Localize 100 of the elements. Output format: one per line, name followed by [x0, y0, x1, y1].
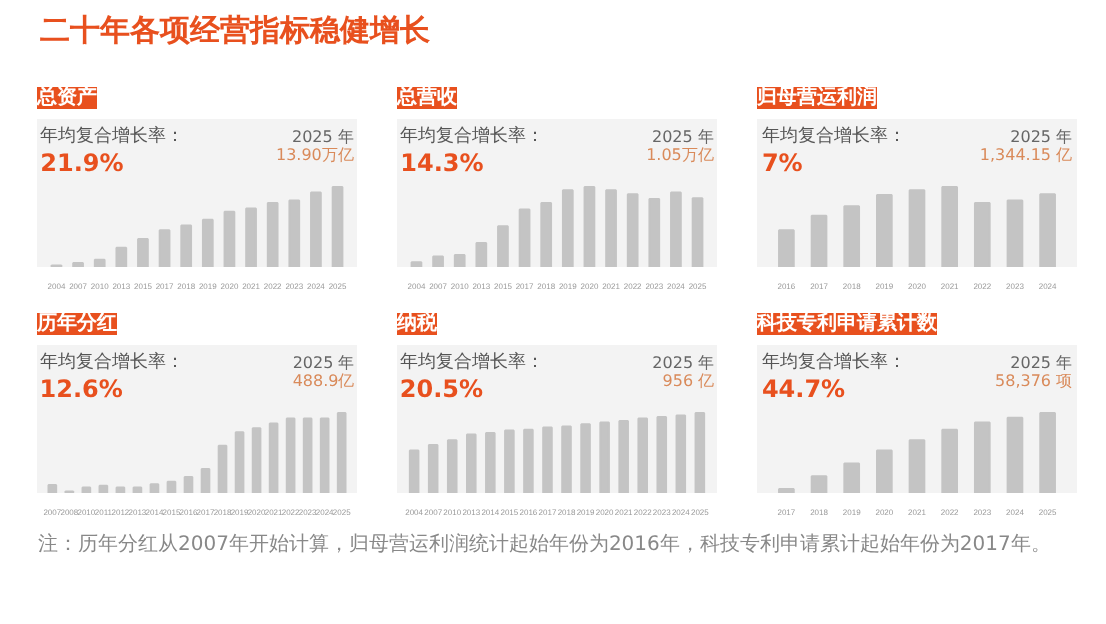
- chart-title: 科技专利申请累计数: [755, 311, 939, 335]
- bar: [637, 417, 648, 493]
- bar: [285, 417, 296, 493]
- bar: [158, 229, 171, 267]
- text: 年均复合增长率：: [761, 351, 906, 374]
- bar: [561, 189, 574, 267]
- text: 7%: [761, 149, 803, 177]
- bar: [149, 483, 160, 493]
- chart-title: 总资产: [35, 85, 97, 109]
- bar: [223, 210, 236, 267]
- bar: [310, 191, 322, 267]
- bar: [475, 242, 488, 267]
- bar: [132, 486, 143, 493]
- text: 13.90万亿: [275, 146, 354, 164]
- bar: [183, 476, 194, 493]
- bar: [518, 208, 531, 267]
- text: 12.6%: [39, 375, 123, 403]
- bar: [98, 484, 109, 493]
- text: 二十年各项经营指标稳健增长: [40, 10, 430, 52]
- bar: [599, 421, 610, 493]
- bar: [618, 420, 629, 493]
- text: 20.5%: [399, 375, 484, 403]
- bar: [410, 261, 423, 267]
- bar: [973, 202, 991, 267]
- bar: [691, 197, 704, 267]
- bar: [670, 191, 682, 267]
- text: 58,376 项: [995, 372, 1073, 390]
- bar: [876, 449, 893, 493]
- bar: [93, 258, 106, 267]
- text: 44.7%: [761, 375, 846, 403]
- text: 21.9%: [40, 149, 124, 177]
- text: 年均复合增长率：: [400, 125, 545, 148]
- chart-title: 归母营运利润: [755, 85, 877, 109]
- text: 年均复合增长率：: [399, 351, 544, 374]
- text: 14.3%: [400, 149, 484, 177]
- bar: [675, 414, 687, 493]
- bar: [201, 218, 214, 267]
- bar: [266, 202, 279, 267]
- bar: [605, 189, 617, 267]
- bar: [446, 439, 458, 493]
- bar: [1006, 199, 1024, 267]
- bar: [408, 449, 420, 493]
- bar: [843, 205, 861, 267]
- bar: [583, 186, 596, 267]
- text: 注：历年分红从2007年开始计算，归母营运利润统计起始年份为2016年，科技专利申请累计起始年份为2017年。: [38, 534, 1051, 558]
- bar: [810, 214, 828, 267]
- bar: [523, 428, 534, 493]
- bar: [941, 428, 958, 493]
- bar: [245, 207, 257, 267]
- bar: [288, 199, 301, 267]
- bar: [908, 439, 926, 493]
- bar: [453, 254, 466, 267]
- chart-title: 历年分红: [35, 311, 117, 335]
- bar: [908, 189, 926, 267]
- bar: [973, 421, 991, 493]
- bar: [180, 224, 193, 267]
- bar: [432, 255, 444, 267]
- bar: [331, 186, 344, 267]
- bar: [1039, 412, 1056, 493]
- chart-title: 纳税: [395, 311, 439, 335]
- bar: [626, 193, 639, 267]
- bar: [81, 486, 92, 493]
- bar: [251, 427, 262, 493]
- bar: [115, 486, 126, 493]
- text: 2025 年: [652, 354, 715, 373]
- bar: [268, 422, 279, 493]
- text: 年均复合增长率：: [39, 351, 184, 374]
- text: 2025 年: [651, 128, 714, 147]
- bar: [302, 417, 313, 493]
- bar: [580, 423, 591, 493]
- bar: [427, 444, 439, 493]
- bar: [336, 412, 347, 493]
- bar: [115, 246, 128, 267]
- bar: [504, 429, 515, 493]
- text: 488.9亿: [292, 372, 355, 390]
- bar: [561, 425, 572, 493]
- bar: [137, 238, 149, 267]
- bar: [485, 432, 496, 493]
- text: 2025 年: [292, 354, 355, 373]
- bar: [497, 225, 509, 267]
- bar: [466, 433, 477, 493]
- text: 年均复合增长率：: [40, 125, 185, 148]
- bar: [843, 462, 861, 493]
- bar: [876, 194, 893, 267]
- text: 2025 年: [1010, 354, 1073, 373]
- bar: [1006, 416, 1024, 493]
- chart-title: 总营收: [395, 85, 459, 109]
- bar: [778, 229, 795, 267]
- bar: [200, 468, 211, 493]
- text: 2025 年: [291, 128, 354, 147]
- text: 1,344.15 亿: [979, 146, 1073, 164]
- bar: [810, 475, 828, 493]
- bar: [540, 202, 553, 267]
- bar: [1039, 193, 1056, 267]
- bar: [694, 412, 706, 493]
- text: 年均复合增长率：: [761, 125, 906, 148]
- bar: [648, 198, 661, 267]
- bar: [941, 186, 958, 267]
- bar: [166, 480, 177, 493]
- bar: [656, 416, 668, 493]
